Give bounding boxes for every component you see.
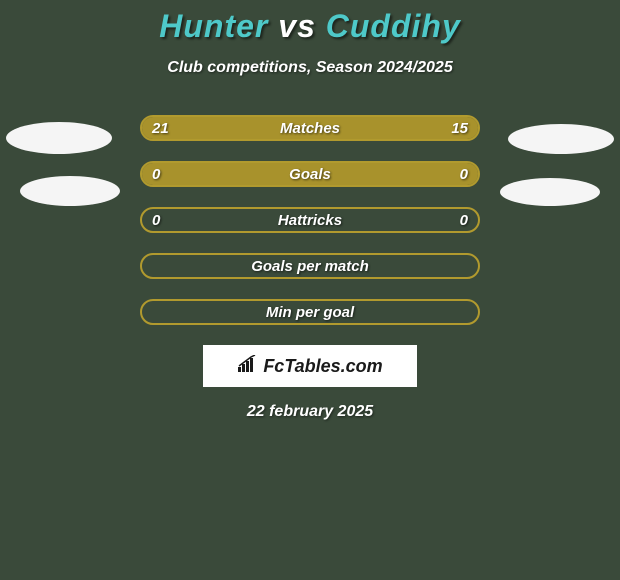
stat-value-right: 15 [451, 115, 468, 141]
stats-rows: 21 Matches 15 0 Goals 0 0 Hattricks 0 Go… [0, 115, 620, 325]
player1-name: Hunter [159, 8, 268, 44]
stat-row-matches: 21 Matches 15 [140, 115, 480, 141]
logo-text: FcTables.com [263, 356, 382, 377]
stat-label: Min per goal [140, 299, 480, 325]
bar-chart-icon [237, 355, 259, 378]
stat-label: Matches [140, 115, 480, 141]
stat-label: Hattricks [140, 207, 480, 233]
stat-row-goals: 0 Goals 0 [140, 161, 480, 187]
stat-label: Goals [140, 161, 480, 187]
stat-row-goals-per-match: Goals per match [140, 253, 480, 279]
stat-row-hattricks: 0 Hattricks 0 [140, 207, 480, 233]
date-text: 22 february 2025 [0, 403, 620, 421]
player2-name: Cuddihy [326, 8, 461, 44]
subtitle: Club competitions, Season 2024/2025 [0, 59, 620, 77]
stat-label: Goals per match [140, 253, 480, 279]
stat-value-right: 0 [460, 161, 468, 187]
page-title: Hunter vs Cuddihy [0, 0, 620, 45]
stat-value-right: 0 [460, 207, 468, 233]
stat-row-min-per-goal: Min per goal [140, 299, 480, 325]
logo-box: FcTables.com [203, 345, 417, 387]
vs-separator: vs [278, 8, 316, 44]
